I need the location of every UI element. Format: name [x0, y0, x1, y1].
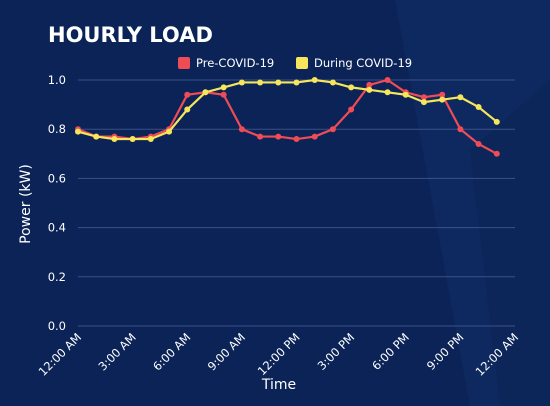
data-point: [93, 133, 100, 140]
data-point: [238, 79, 245, 86]
y-tick-label: 0.2: [48, 270, 66, 284]
data-point: [402, 91, 409, 98]
data-point: [420, 94, 427, 101]
data-point: [475, 104, 482, 111]
data-point: [439, 96, 446, 103]
x-tick-label: 3:00 PM: [315, 330, 358, 373]
data-point: [184, 91, 191, 98]
series-layer: [75, 77, 500, 157]
y-tick-label: 0.4: [48, 221, 66, 235]
data-point: [220, 91, 227, 98]
data-point: [384, 89, 391, 96]
data-point: [129, 136, 136, 143]
series-line-0: [77, 78, 498, 155]
data-point: [348, 84, 355, 91]
data-point: [311, 77, 318, 83]
legend-swatch: [296, 57, 308, 69]
data-point: [75, 128, 81, 135]
background-facet: [470, 80, 550, 406]
data-point: [202, 89, 209, 96]
legend-label: During COVID-19: [314, 56, 412, 70]
legend-swatch: [178, 57, 190, 69]
data-point: [166, 128, 173, 135]
data-point: [257, 79, 264, 86]
data-point: [457, 94, 464, 101]
x-axis-label: Time: [261, 377, 296, 393]
data-point: [493, 118, 500, 125]
legend-item-1[interactable]: During COVID-19: [296, 56, 412, 70]
data-point: [293, 136, 300, 143]
series-line-1: [77, 78, 498, 141]
legend[interactable]: Pre-COVID-19 During COVID-19: [178, 56, 412, 70]
data-point: [293, 79, 300, 86]
x-tick-label: 12:00 PM: [255, 330, 303, 378]
data-point: [475, 140, 482, 147]
legend-item-0[interactable]: Pre-COVID-19: [178, 56, 274, 70]
x-tick-label: 9:00 AM: [205, 330, 248, 373]
data-point: [111, 136, 118, 143]
y-tick-label: 1.0: [48, 73, 66, 87]
data-point: [147, 136, 154, 143]
data-point: [311, 133, 318, 140]
gridlines: [78, 79, 515, 327]
x-tick-label: 3:00 AM: [95, 330, 138, 373]
data-point: [439, 91, 446, 98]
x-tick-label: 12:00 AM: [36, 330, 85, 379]
data-point: [348, 106, 355, 113]
y-axis-label: Power (kW): [18, 164, 34, 244]
data-point: [184, 106, 191, 113]
data-point: [275, 79, 282, 86]
x-tick-label: 6:00 PM: [369, 330, 412, 373]
legend-label: Pre-COVID-19: [196, 56, 274, 70]
data-point: [257, 133, 264, 140]
x-axis-ticks: 12:00 AM 3:00 AM 6:00 AM 9:00 AM 12:00 PM 3:0…: [36, 330, 522, 379]
data-point: [384, 77, 391, 83]
y-tick-label: 0.8: [48, 122, 66, 136]
chart-title: HOURLY LOAD: [48, 23, 213, 47]
data-point: [457, 126, 464, 133]
data-point: [329, 79, 336, 86]
y-tick-label: 0.6: [48, 171, 66, 185]
y-tick-label: 0.0: [48, 319, 66, 333]
y-axis-ticks: 0.0 0.2 0.4 0.6 0.8 1.0: [48, 73, 66, 333]
data-point: [329, 126, 336, 133]
data-point: [366, 86, 373, 93]
data-point: [366, 81, 373, 88]
data-point: [275, 133, 282, 140]
data-point: [220, 84, 227, 91]
data-point: [420, 99, 427, 106]
data-point: [493, 150, 500, 157]
x-tick-label: 6:00 AM: [150, 330, 193, 373]
data-point: [238, 126, 245, 133]
